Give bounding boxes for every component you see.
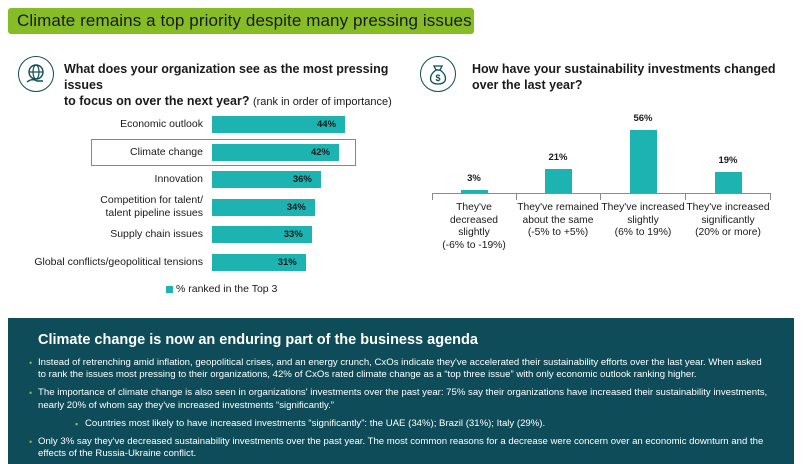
legend-swatch	[166, 285, 173, 293]
axis-tick	[685, 193, 686, 200]
left-question-note: (rank in order of importance)	[252, 96, 392, 108]
bar	[460, 189, 488, 193]
bar	[212, 254, 306, 271]
pressing-issues-chart: Economic outlook 44% Climate change 42% Inno…	[0, 0, 400, 300]
right-question: How have your sustainability investments…	[472, 61, 792, 93]
data-label: 31%	[277, 257, 297, 268]
bar	[629, 130, 657, 193]
summary-sub-bullet: ▪ Countries most likely to have increase…	[75, 417, 794, 430]
bullet-icon: •	[29, 388, 33, 399]
bullet-icon: •	[29, 437, 33, 448]
category-label: They've remained about the same (-5% to +5…	[517, 202, 599, 238]
left-question-line1: What does your organization see as the m…	[64, 62, 389, 92]
right-question-line2: over the last year?	[472, 78, 583, 92]
summary-bullet: • The importance of climate change is al…	[29, 387, 794, 411]
svg-text:$: $	[435, 73, 440, 83]
legend-label: % ranked in the Top 3	[176, 283, 278, 295]
data-label: 56%	[633, 113, 653, 124]
bar	[212, 226, 312, 244]
category-label: They've decreased slightly (-6% to -19%)	[442, 202, 506, 251]
globe-hand-icon	[18, 56, 54, 92]
category-label: Supply chain issues	[110, 228, 203, 241]
summary-bullet-text: Instead of retrenching amid inflation, g…	[38, 357, 762, 381]
bar	[212, 171, 321, 189]
sub-bullet-icon: ▪	[75, 418, 79, 429]
axis-tick	[432, 193, 433, 200]
summary-bullet-text: Countries most likely to have increased …	[85, 417, 546, 429]
bar	[212, 143, 339, 161]
data-label: 21%	[548, 152, 568, 164]
summary-bullet: • Instead of retrenching amid inflation,…	[29, 357, 794, 381]
axis-tick	[600, 193, 601, 200]
category-label: Competition for talent/talent pipeline i…	[100, 194, 203, 220]
category-label: Innovation	[154, 173, 203, 186]
category-label: They've increased significantly (20% or mo…	[686, 202, 770, 238]
page-title: Climate remains a top priority despite m…	[8, 8, 474, 34]
data-label: 19%	[718, 154, 738, 166]
summary-title: Climate change is now an enduring part o…	[38, 332, 478, 348]
category-label: Economic outlook	[120, 118, 203, 130]
data-label: 34%	[286, 201, 306, 213]
data-label: 44%	[317, 119, 337, 130]
bar	[544, 169, 572, 193]
left-question: What does your organization see as the m…	[64, 61, 404, 110]
data-label: 42%	[310, 146, 330, 158]
summary-bullet-text: The importance of climate change is also…	[38, 387, 768, 411]
money-bag-icon: $	[420, 56, 456, 92]
summary-bullet: • Only 3% say they've decreased sustaina…	[29, 436, 794, 460]
investment-change-chart: 3% They've decreased slightly (-6% to -19%)…	[432, 113, 771, 251]
category-label: Climate change	[130, 145, 203, 158]
bullet-icon: •	[29, 358, 33, 368]
bar	[714, 171, 742, 193]
data-label: 3%	[467, 172, 481, 184]
category-label: They've increased slightly (6% to 19%)	[601, 202, 685, 238]
summary-panel: Climate change is now an enduring part o…	[8, 318, 794, 464]
axis-tick	[770, 193, 771, 200]
summary-bullet-text: Only 3% say they've decreased sustainabi…	[38, 436, 764, 460]
data-label: 36%	[292, 174, 312, 186]
left-question-line2: to focus on over the next year?	[64, 94, 250, 108]
bar	[212, 198, 315, 216]
axis-tick	[516, 193, 517, 200]
x-axis	[432, 193, 770, 194]
bar	[212, 116, 345, 133]
highlight-box	[91, 138, 356, 166]
category-label: Global conflicts/geopolitical tensions	[34, 256, 203, 268]
right-question-line1: How have your sustainability investments…	[472, 62, 776, 76]
chart-legend: % ranked in the Top 3	[166, 283, 277, 295]
data-label: 33%	[283, 229, 303, 241]
